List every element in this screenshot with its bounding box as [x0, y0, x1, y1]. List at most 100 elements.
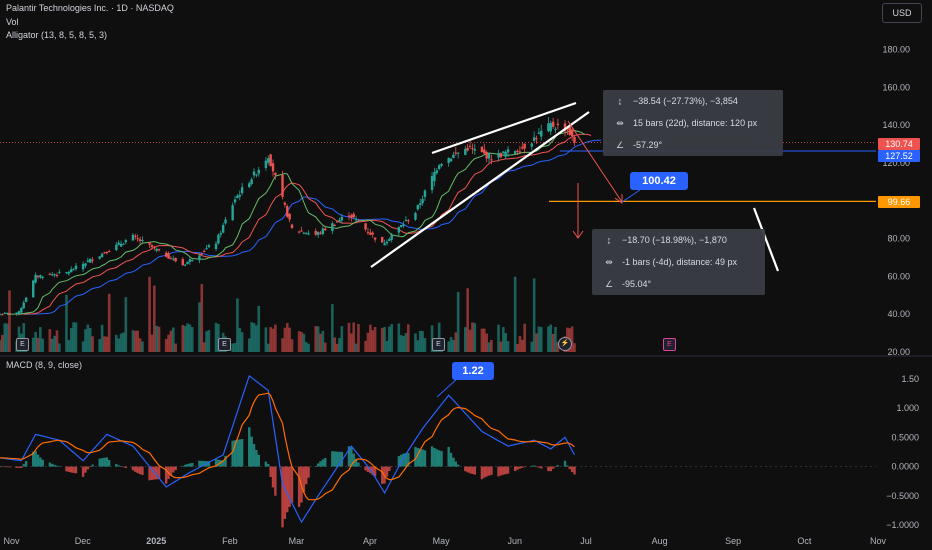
candle-body	[169, 258, 173, 260]
macd-histogram-bar	[200, 460, 203, 467]
candle-body	[537, 132, 541, 134]
volume-bar	[418, 330, 422, 352]
candle-body	[402, 224, 405, 226]
macd-axis-tick: −0.5000	[886, 491, 919, 501]
alligator-lips-line	[7, 129, 585, 315]
macd-histogram-bar	[437, 450, 441, 467]
macd-axis-tick: 0.5000	[891, 432, 919, 442]
macd-histogram-bar	[233, 440, 237, 467]
dividend-badge[interactable]: ⚡	[558, 337, 572, 351]
volume-bar	[231, 343, 234, 352]
volume-bar	[452, 339, 455, 352]
macd-histogram-bar	[352, 453, 355, 467]
jaw-price-tag: 127.52	[878, 150, 920, 162]
candle-body	[521, 147, 524, 149]
candle-body	[480, 146, 484, 152]
macd-histogram-bar	[485, 466, 488, 477]
volume-bar	[255, 325, 258, 352]
candle-body	[202, 250, 206, 252]
macd-histogram-bar	[250, 436, 253, 467]
macd-histogram-bar	[41, 459, 44, 467]
volume-bar	[357, 323, 360, 352]
macd-histogram-bar	[535, 466, 538, 468]
macd-histogram-bar	[338, 451, 341, 467]
volume-bar	[107, 293, 111, 352]
price-axis-tick: 180.00	[882, 44, 910, 54]
macd-histogram-bar	[53, 464, 56, 467]
currency-button[interactable]: USD	[882, 3, 922, 23]
volume-bar	[366, 332, 370, 352]
volume-bar	[238, 328, 242, 352]
volume-bar	[67, 340, 71, 352]
macd-histogram-bar	[566, 465, 569, 467]
macd-histogram-bar	[74, 466, 78, 474]
volume-bar	[535, 333, 538, 352]
macd-line	[0, 374, 576, 524]
macd-histogram-bar	[483, 466, 486, 478]
macd-histogram-bar	[563, 460, 567, 467]
alligator-jaw-line	[23, 139, 602, 315]
earnings-badge[interactable]: E	[16, 338, 29, 351]
volume-bar	[164, 338, 168, 352]
candle-body	[221, 224, 225, 233]
earnings-badge[interactable]: E	[218, 338, 231, 351]
macd-histogram-bar	[32, 451, 35, 467]
candle-body	[65, 272, 68, 274]
candle-body	[430, 176, 434, 191]
volume-bar	[250, 322, 253, 352]
volume-bar	[340, 326, 344, 352]
volume-bar	[205, 331, 208, 352]
volume-pane	[0, 276, 576, 352]
candle-body	[568, 127, 571, 136]
macd-histogram-bar	[217, 459, 220, 467]
macd-histogram-bar	[418, 448, 422, 467]
upcoming-earnings-badge[interactable]: E	[663, 338, 676, 351]
volume-bar	[513, 276, 517, 352]
candle-body	[400, 225, 403, 227]
candle-body	[307, 233, 310, 235]
volume-bar	[190, 327, 194, 352]
volume-bar	[490, 339, 493, 352]
macd-histogram-bar	[366, 466, 370, 472]
volume-bar	[383, 326, 386, 352]
bars-range-icon: ⇹	[605, 256, 613, 267]
macd-histogram-bar	[221, 460, 225, 467]
macd-histogram-bar	[131, 466, 135, 471]
volume-bar	[497, 324, 500, 352]
macd-histogram-bar	[105, 457, 109, 467]
volume-bar	[402, 335, 405, 352]
macd-histogram-bar	[274, 466, 277, 496]
candles	[0, 117, 576, 316]
macd-histogram-bar	[532, 465, 536, 467]
macd-histogram-bar	[518, 466, 522, 469]
candle-body	[36, 275, 40, 277]
volume-bar	[181, 324, 185, 352]
macd-histogram-bar	[404, 453, 408, 467]
candle-body	[414, 212, 417, 220]
candle-body	[138, 239, 142, 242]
candle-body	[473, 149, 476, 151]
candle-body	[354, 218, 358, 221]
candle-body	[286, 206, 289, 217]
macd-histogram-bar	[231, 440, 234, 467]
measure-2-bars: -1 bars (-4d), distance: 49 px	[622, 257, 738, 267]
candle-body	[421, 199, 424, 204]
volume-bar	[155, 325, 158, 352]
macd-histogram-bar	[551, 466, 555, 469]
volume-bar	[72, 322, 75, 352]
volume-bar	[148, 276, 151, 352]
candle-body	[0, 314, 2, 316]
earnings-badge[interactable]: E	[432, 338, 445, 351]
macd-histogram-bar	[34, 451, 37, 467]
volume-bar	[385, 341, 389, 352]
volume-bar	[454, 332, 458, 352]
macd-histogram-bar	[331, 451, 334, 467]
candle-body	[22, 302, 25, 309]
candle-body	[84, 263, 87, 266]
macd-histogram-bar	[155, 466, 158, 480]
price-axis-tick: 80.00	[887, 234, 910, 244]
macd-histogram-bar	[290, 466, 294, 503]
macd-histogram-bar	[473, 466, 476, 475]
candle-body	[53, 274, 56, 276]
